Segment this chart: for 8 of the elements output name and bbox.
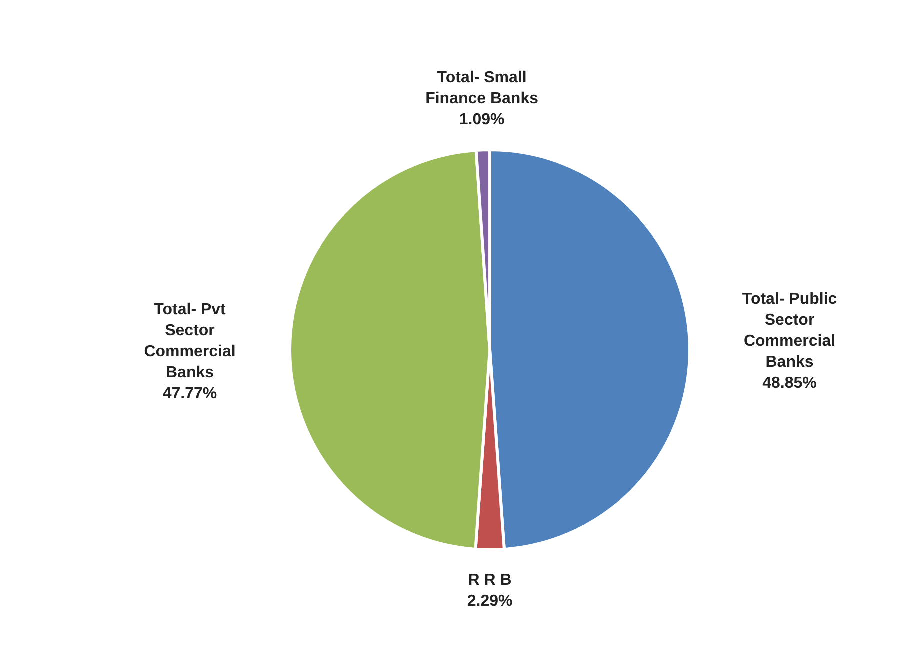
slice-label: Total- Small Finance Banks <box>426 70 539 108</box>
slice-label: Total- Pvt Sector Commercial Banks <box>144 302 236 382</box>
slice-label: R R B <box>468 572 512 590</box>
data-label: 48.85% <box>762 375 817 392</box>
data-label: 2.29% <box>467 593 513 610</box>
slice-label: Total- Public Sector Commercial Banks <box>742 291 838 372</box>
data-label: 1.09% <box>459 112 505 129</box>
data-label: 47.77% <box>162 386 218 403</box>
